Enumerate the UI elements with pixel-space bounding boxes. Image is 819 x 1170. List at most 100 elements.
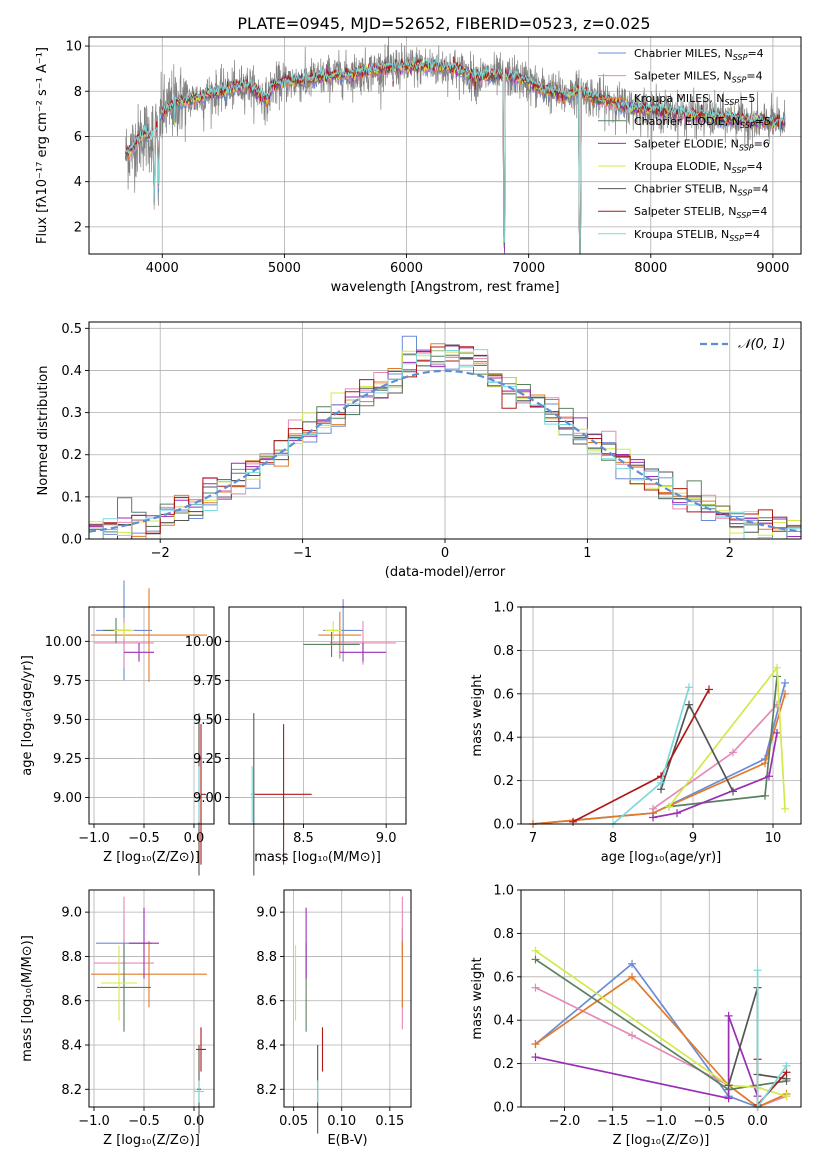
y-axis-label: Flux [fλ10⁻¹⁷ erg cm⁻² s⁻¹ A⁻¹] bbox=[35, 47, 50, 244]
y-tick-label: 1.0 bbox=[493, 601, 514, 616]
y-tick-label: 8 bbox=[74, 85, 82, 100]
x-tick-label: −1.5 bbox=[597, 1114, 629, 1129]
x-tick-label: 5000 bbox=[268, 261, 301, 276]
histogram-6 bbox=[89, 344, 801, 535]
x-tick-label: 7 bbox=[529, 831, 537, 846]
y-tick-label: 2 bbox=[74, 220, 82, 235]
plus-marker bbox=[657, 778, 665, 787]
y-tick-label: 10.00 bbox=[45, 635, 82, 650]
legend-label: Chabrier STELIB, NSSP=4 bbox=[634, 183, 768, 198]
y-tick-label: 9.50 bbox=[193, 713, 222, 728]
weight-line-8 bbox=[756, 970, 788, 1110]
y-axis-label: age [log₁₀(age/yr)] bbox=[20, 655, 35, 776]
y-tick-label: 8.2 bbox=[61, 1083, 82, 1098]
errorbar-point bbox=[129, 907, 159, 979]
y-tick-label: 8.8 bbox=[61, 950, 82, 965]
y-tick-label: 0.2 bbox=[493, 774, 514, 789]
plus-marker bbox=[729, 748, 737, 757]
plus-marker bbox=[685, 683, 693, 692]
panels: 4000 5000 6000 7000 8000 9000246810wavelength… bbox=[20, 36, 802, 1148]
gridlines bbox=[89, 890, 214, 1107]
x-tick-label: −0.5 bbox=[128, 1114, 160, 1129]
panel-residuals: −2 −1 0 1 2 0.0 0.1 0.2 0.3 0.4 0.5 (data-model)/er… bbox=[36, 321, 802, 580]
y-tick-label: 8.6 bbox=[61, 994, 82, 1009]
plot-area bbox=[250, 599, 397, 876]
plus-marker bbox=[753, 966, 762, 975]
plus-marker bbox=[773, 663, 781, 672]
plus-marker bbox=[724, 1094, 733, 1103]
y-tick-label: 8.8 bbox=[256, 950, 277, 965]
y-tick-label: 0.1 bbox=[61, 490, 82, 505]
x-tick-label: 8000 bbox=[634, 261, 667, 276]
x-tick-label: 9.0 bbox=[376, 831, 397, 846]
errorbar-point bbox=[255, 724, 312, 865]
errorbar-point bbox=[91, 588, 207, 682]
x-axis-label: (data-model)/error bbox=[385, 565, 506, 580]
plus-marker bbox=[773, 728, 781, 737]
x-tick-label: −0.5 bbox=[693, 1114, 725, 1129]
errorbar-point bbox=[114, 622, 134, 639]
histogram-8 bbox=[89, 349, 801, 540]
plus-marker bbox=[569, 817, 577, 826]
x-tick-label: 8.5 bbox=[293, 831, 314, 846]
model-line-8 bbox=[125, 57, 786, 254]
plus-marker bbox=[531, 946, 540, 955]
plus-marker bbox=[761, 791, 769, 800]
plus-marker bbox=[665, 802, 673, 811]
legend-label: Salpeter ELODIE, NSSP=6 bbox=[634, 137, 770, 152]
plus-marker bbox=[781, 804, 789, 813]
x-tick-label: 1 bbox=[583, 546, 591, 561]
y-tick-label: 9.25 bbox=[193, 752, 222, 767]
weight-line-7 bbox=[572, 689, 710, 823]
errorbar-point bbox=[91, 940, 207, 1008]
x-tick-label: 10 bbox=[765, 831, 782, 846]
y-tick-label: 9.25 bbox=[53, 752, 82, 767]
y-tick-label: 9.0 bbox=[256, 906, 277, 921]
plus-marker bbox=[765, 772, 773, 781]
legend-label: Kroupa STELIB, NSSP=4 bbox=[634, 228, 760, 243]
y-tick-label: 0.5 bbox=[61, 322, 82, 337]
x-tick-label: 0.05 bbox=[279, 1114, 308, 1129]
y-tick-label: 0.0 bbox=[493, 1101, 514, 1116]
x-tick-label: 8 bbox=[609, 831, 617, 846]
axes-frame bbox=[283, 889, 412, 1108]
plus-marker bbox=[531, 1040, 540, 1049]
errorbar-point bbox=[101, 945, 137, 1021]
panel-z-mass: −1.0 −0.5 0.0 8.2 8.4 8.6 8.8 9.0 Z [log₁₀(Z/Z⊙)… bbox=[20, 889, 215, 1148]
plus-marker bbox=[531, 955, 540, 964]
y-tick-label: 10.00 bbox=[185, 635, 222, 650]
y-axis-label: Normed distribution bbox=[36, 366, 51, 496]
panel-z-weight: −2.0 −1.5 −1.0 −0.5 0.0 0.0 0.2 0.4 0.6 0.8 1.0 Z [… bbox=[470, 884, 802, 1148]
model-line-7 bbox=[125, 56, 786, 254]
gridlines bbox=[89, 37, 801, 254]
y-tick-label: 9.00 bbox=[193, 791, 222, 806]
x-tick-label: −2.0 bbox=[549, 1114, 581, 1129]
plot-area bbox=[91, 896, 207, 1134]
y-tick-label: 0.6 bbox=[493, 970, 514, 985]
x-tick-label: −1.0 bbox=[645, 1114, 677, 1129]
y-tick-label: 4 bbox=[74, 175, 82, 190]
axes-frame bbox=[88, 321, 802, 540]
x-tick-label: 0.15 bbox=[375, 1114, 404, 1129]
y-tick-label: 0.4 bbox=[493, 731, 514, 746]
panel-spectrum: 4000 5000 6000 7000 8000 9000 2 4 6 8 10 wavelength… bbox=[35, 36, 802, 295]
x-tick-label: −0.5 bbox=[128, 831, 160, 846]
legend-label: Kroupa ELODIE, NSSP=4 bbox=[634, 160, 763, 175]
plus-marker bbox=[729, 787, 737, 796]
x-tick-label: −1.0 bbox=[78, 1114, 110, 1129]
plus-marker bbox=[649, 813, 657, 822]
plus-marker bbox=[781, 678, 789, 687]
y-tick-label: 0.6 bbox=[493, 687, 514, 702]
y-tick-label: 1.0 bbox=[493, 884, 514, 899]
axes-frame bbox=[520, 889, 802, 1108]
errorbar-point bbox=[324, 621, 342, 640]
figure-title: PLATE=0945, MJD=52652, FIBERID=0523, z=0… bbox=[237, 14, 650, 33]
plus-marker bbox=[782, 1061, 791, 1070]
y-tick-label: 9.0 bbox=[61, 906, 82, 921]
x-axis-label: age [log₁₀(age/yr)] bbox=[601, 850, 722, 865]
y-tick-label: 0.4 bbox=[493, 1014, 514, 1029]
plot-area bbox=[91, 580, 207, 876]
legend-label: Kroupa MILES, NSSP=5 bbox=[634, 92, 755, 107]
gaussian-curve bbox=[88, 369, 802, 533]
